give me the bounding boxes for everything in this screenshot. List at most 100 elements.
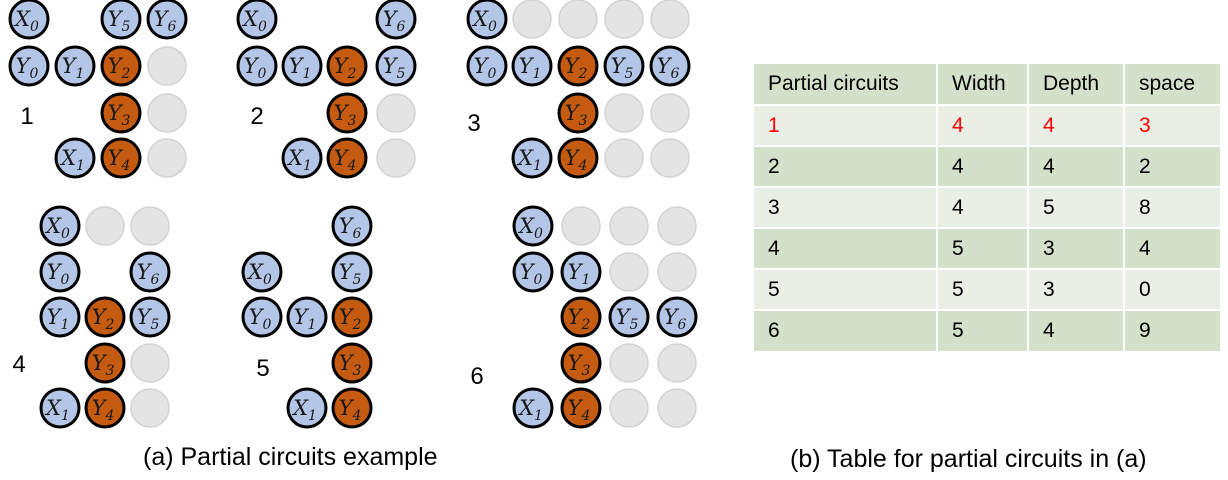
qubit-node-y6: Y6 [649, 45, 691, 87]
active-qubit-node-y3: Y3 [84, 342, 126, 384]
active-qubit-node-y4: Y4 [560, 387, 602, 429]
empty-qubit-node [376, 138, 416, 178]
table-cell: 3 [1124, 105, 1220, 147]
table-cell: 4 [1124, 228, 1220, 270]
empty-qubit-node [512, 0, 552, 39]
table-cell: 9 [1124, 310, 1220, 351]
qubit-node-y1: Y1 [281, 45, 323, 87]
panel-number: 4 [12, 351, 25, 378]
qubit-node-y5: Y5 [331, 251, 373, 293]
empty-qubit-node [650, 138, 690, 178]
panel-number: 5 [256, 355, 269, 382]
qubit-node-y1: Y1 [286, 296, 328, 338]
panel-number: 2 [250, 103, 263, 130]
table-cell: 4 [937, 105, 1029, 147]
empty-qubit-node [657, 252, 697, 292]
qubit-node-y1: Y1 [560, 251, 602, 293]
empty-qubit-node [604, 93, 644, 133]
table-cell: 0 [1124, 269, 1220, 311]
qubit-node-y5: Y5 [603, 45, 645, 87]
table-cell: 4 [937, 146, 1029, 188]
active-qubit-node-y4: Y4 [100, 137, 142, 179]
table-cell: 5 [937, 269, 1029, 311]
active-qubit-node-y4: Y4 [326, 137, 368, 179]
empty-qubit-node [561, 206, 601, 246]
qubit-node-x1: X1 [511, 137, 553, 179]
qubit-node-y6: Y6 [331, 205, 373, 247]
active-qubit-node-y2: Y2 [331, 296, 373, 338]
qubit-node-y0: Y0 [241, 296, 283, 338]
qubit-node-x1: X1 [512, 387, 554, 429]
empty-qubit-node [147, 46, 187, 86]
qubit-node-y6: Y6 [656, 296, 698, 338]
empty-qubit-node [85, 206, 125, 246]
active-qubit-node-y4: Y4 [331, 387, 373, 429]
table-cell: 1 [754, 105, 938, 147]
table-header-cell: space [1124, 64, 1220, 106]
empty-qubit-node [604, 0, 644, 39]
qubit-node-x0: X0 [512, 205, 554, 247]
empty-qubit-node [650, 0, 690, 39]
empty-qubit-node [650, 93, 690, 133]
qubit-node-y5: Y5 [100, 0, 142, 40]
empty-qubit-node [130, 206, 170, 246]
table-cell: 6 [754, 310, 938, 351]
active-qubit-node-y3: Y3 [326, 92, 368, 134]
empty-qubit-node [657, 206, 697, 246]
partial-circuits-table: Partial circuits Width Depth space 1 4 4 3 2 4 4 2 3… [754, 64, 1220, 351]
empty-qubit-node [558, 0, 598, 39]
qubit-node-x0: X0 [241, 251, 283, 293]
active-qubit-node-y2: Y2 [560, 296, 602, 338]
panel-number: 3 [467, 110, 480, 137]
qubit-node-x1: X1 [54, 137, 96, 179]
table-cell: 5 [1028, 187, 1125, 229]
table-cell: 4 [754, 228, 938, 270]
qubit-node-y0: Y0 [39, 251, 81, 293]
qubit-node-x1: X1 [39, 387, 81, 429]
empty-qubit-node [376, 93, 416, 133]
caption-b: (b) Table for partial circuits in (a) [790, 445, 1147, 473]
qubit-node-x0: X0 [8, 0, 50, 40]
panel-number: 6 [470, 363, 483, 390]
qubit-node-y5: Y5 [375, 45, 417, 87]
empty-qubit-node [130, 388, 170, 428]
active-qubit-node-y3: Y3 [560, 342, 602, 384]
qubit-node-y0: Y0 [8, 45, 50, 87]
qubit-node-y1: Y1 [39, 296, 81, 338]
qubit-node-y5: Y5 [608, 296, 650, 338]
table-header-row: Partial circuits Width Depth space [754, 64, 1220, 106]
active-qubit-node-y3: Y3 [100, 92, 142, 134]
qubit-node-y0: Y0 [236, 45, 278, 87]
empty-qubit-node [609, 388, 649, 428]
empty-qubit-node [609, 206, 649, 246]
qubit-node-x0: X0 [39, 205, 81, 247]
table-cell: 3 [754, 187, 938, 229]
qubit-node-y5: Y5 [129, 296, 171, 338]
qubit-node-y6: Y6 [375, 0, 417, 40]
table-cell: 2 [754, 146, 938, 188]
active-qubit-node-y4: Y4 [84, 387, 126, 429]
qubit-node-x0: X0 [236, 0, 278, 40]
caption-a: (a) Partial circuits example [143, 443, 438, 471]
active-qubit-node-y2: Y2 [326, 45, 368, 87]
table-cell: 5 [937, 310, 1029, 351]
table-cell: 3 [1028, 228, 1125, 270]
qubit-node-y6: Y6 [129, 251, 171, 293]
table-cell: 5 [937, 228, 1029, 270]
table-header-cell: Depth [1028, 64, 1125, 106]
empty-qubit-node [657, 343, 697, 383]
active-qubit-node-y2: Y2 [100, 45, 142, 87]
active-qubit-node-y2: Y2 [84, 296, 126, 338]
